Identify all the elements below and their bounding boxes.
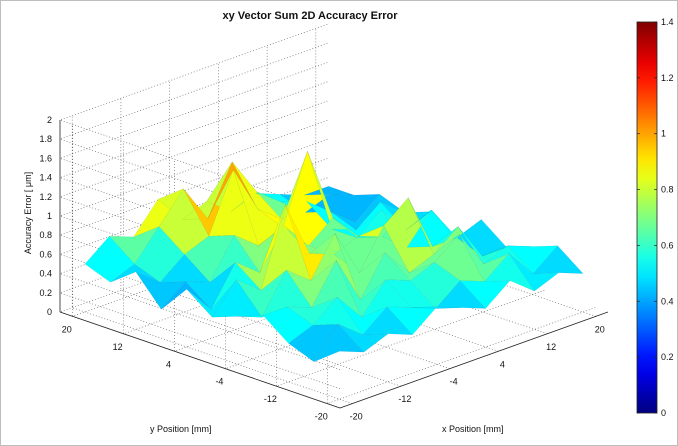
y-tick-label: 20 — [62, 324, 72, 334]
colorbar-tick-label: 0.6 — [661, 240, 674, 250]
x-tick-label: 12 — [546, 342, 556, 352]
grid-line-x — [169, 80, 450, 370]
x-axis-label: x Position [mm] — [442, 424, 504, 434]
grid-line-x — [315, 28, 596, 317]
grid-line-x — [218, 63, 499, 352]
colorbar-tick-label: 1 — [661, 129, 666, 139]
z-tick-label: 0.8 — [39, 230, 52, 240]
z-tick-label: 1.4 — [39, 173, 52, 183]
x-axis-line — [339, 311, 609, 409]
y-tick-label: -4 — [215, 377, 223, 387]
z-tick-label: 0.4 — [39, 269, 52, 279]
colorbar-tick-label: 0 — [661, 408, 666, 418]
z-tick-label: 0.2 — [39, 288, 52, 298]
z-tick-label: 1.2 — [39, 192, 52, 202]
x-tick-label: -20 — [350, 412, 363, 422]
y-tick-label: 4 — [166, 359, 171, 369]
grid-line-x — [266, 45, 548, 335]
colorbar-tick-label: 1.2 — [661, 73, 674, 83]
y-tick-label: 12 — [113, 342, 123, 352]
surface-patch — [532, 245, 584, 274]
chart-title: xy Vector Sum 2D Accuracy Error — [222, 10, 398, 22]
grid-line-x — [120, 98, 402, 387]
y-axis-label: y Position [mm] — [150, 424, 212, 434]
colorbar-tick-label: 1.4 — [661, 17, 674, 27]
z-tick-label: 2 — [47, 115, 52, 125]
y-tick-label: -12 — [264, 394, 277, 404]
colorbar-tick-label: 0.8 — [661, 185, 674, 195]
y-tick-label: -20 — [315, 412, 328, 422]
z-axis-label: Accuracy Error [ μm] — [23, 171, 33, 255]
z-tick-label: 0 — [47, 307, 52, 317]
colorbar — [636, 21, 658, 414]
x-tick-label: 20 — [595, 324, 605, 334]
z-tick-label: 1.6 — [39, 153, 52, 163]
x-tick-label: -12 — [398, 394, 411, 404]
colorbar-tick-label: 0.4 — [661, 296, 674, 306]
z-tick-label: 1 — [47, 211, 52, 221]
z-tick-label: 0.6 — [39, 249, 52, 259]
grid-line-x — [71, 115, 353, 404]
y-axis-line — [59, 311, 341, 409]
colorbar-tick-label: 0.2 — [661, 352, 674, 362]
z-tick-label: 1.8 — [39, 134, 52, 144]
x-tick-label: -4 — [450, 377, 458, 387]
x-tick-label: 4 — [500, 359, 505, 369]
